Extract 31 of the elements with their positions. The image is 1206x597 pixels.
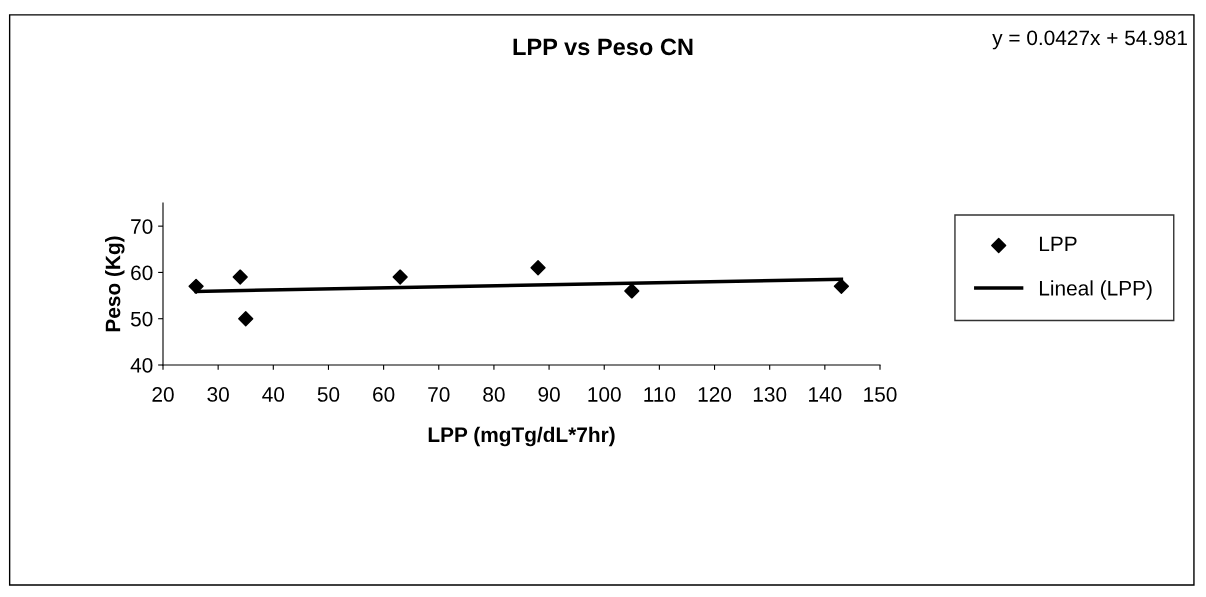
x-tick-label: 30 [207, 387, 229, 402]
x-tick-label: 80 [483, 387, 505, 402]
chart-title: LPP vs Peso CN [513, 38, 693, 56]
x-tick-label: 60 [373, 387, 395, 402]
x-tick-label: 150 [864, 387, 897, 402]
y-tick-label: 60 [131, 265, 153, 281]
x-axis-title: LPP (mgTg/dL*7hr) [428, 426, 615, 447]
x-tick-label: 110 [644, 387, 676, 402]
text: y = 0.0427x + 54.981 [992, 30, 1187, 50]
point [624, 283, 640, 299]
point [232, 269, 248, 285]
legend-label: Lineal (LPP) [1039, 280, 1152, 300]
x-tick-label: 50 [317, 387, 340, 402]
x-tick-label: 90 [538, 387, 560, 402]
y-axis-title: Peso (Kg) [105, 236, 125, 332]
legend-label: LPP [1039, 236, 1077, 251]
x-tick-label: 140 [809, 387, 842, 402]
x-tick-label: 100 [588, 387, 621, 402]
x-tick-label: 70 [428, 387, 450, 402]
point [392, 269, 408, 285]
x-tick-label: 130 [753, 387, 787, 402]
point [833, 278, 850, 294]
x-tick-label: 40 [262, 387, 285, 402]
point [530, 260, 546, 276]
y-tick-label: 40 [130, 358, 153, 373]
x-tick-label: 120 [698, 387, 732, 402]
y-tick-label: 70 [131, 219, 153, 234]
point [238, 311, 254, 327]
x-tick-label: 20 [152, 387, 174, 402]
y-tick-label: 50 [130, 311, 153, 327]
point [188, 278, 204, 294]
